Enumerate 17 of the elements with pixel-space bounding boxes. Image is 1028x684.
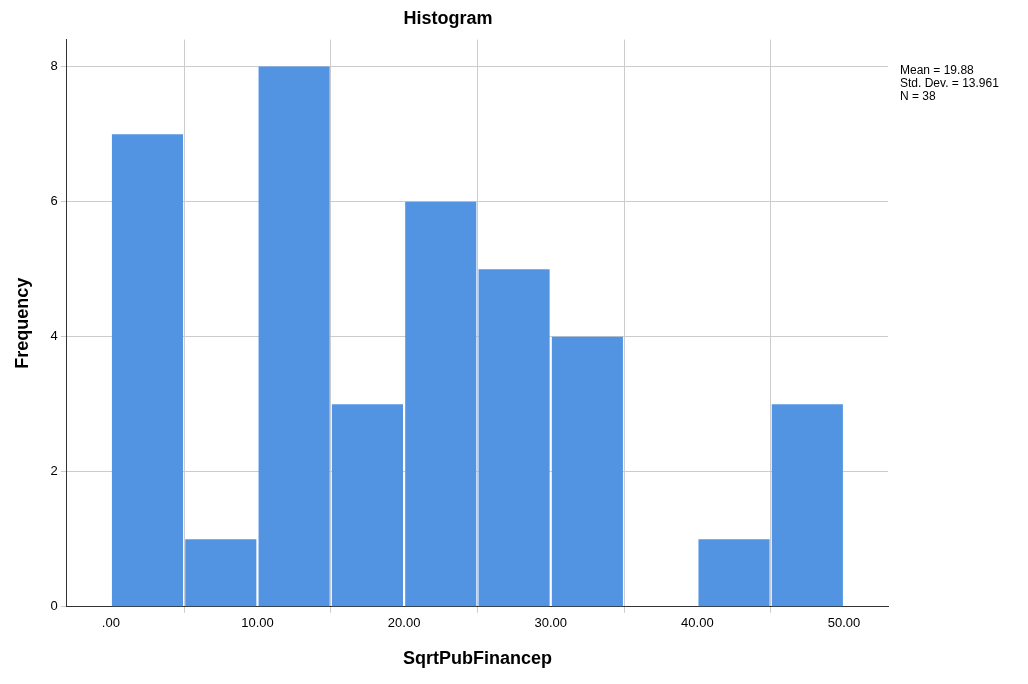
x-axis-title: SqrtPubFinancep: [402, 648, 552, 669]
x-tick-label: 20.00: [387, 615, 421, 631]
x-tick-label: 10.00: [241, 615, 274, 631]
y-tick-label: 2: [50, 463, 58, 479]
chart-title: Histogram: [403, 7, 493, 28]
y-tick-label: 0: [50, 598, 58, 614]
x-tick-label: 30.00: [534, 615, 568, 631]
text: Mean = 19.88: [900, 62, 975, 77]
y-axis-title: Frequency: [11, 277, 32, 369]
x-tick-label: 50.00: [827, 615, 861, 631]
y-tick-label: 6: [50, 193, 58, 209]
x-tick-label: 40.00: [681, 615, 714, 631]
text: Std. Dev. = 13.961: [900, 75, 1000, 90]
y-tick-label: 4: [50, 328, 58, 344]
x-tick-label: .00: [101, 615, 120, 631]
text: N = 38: [900, 88, 937, 103]
y-tick-label: 8: [50, 58, 58, 74]
